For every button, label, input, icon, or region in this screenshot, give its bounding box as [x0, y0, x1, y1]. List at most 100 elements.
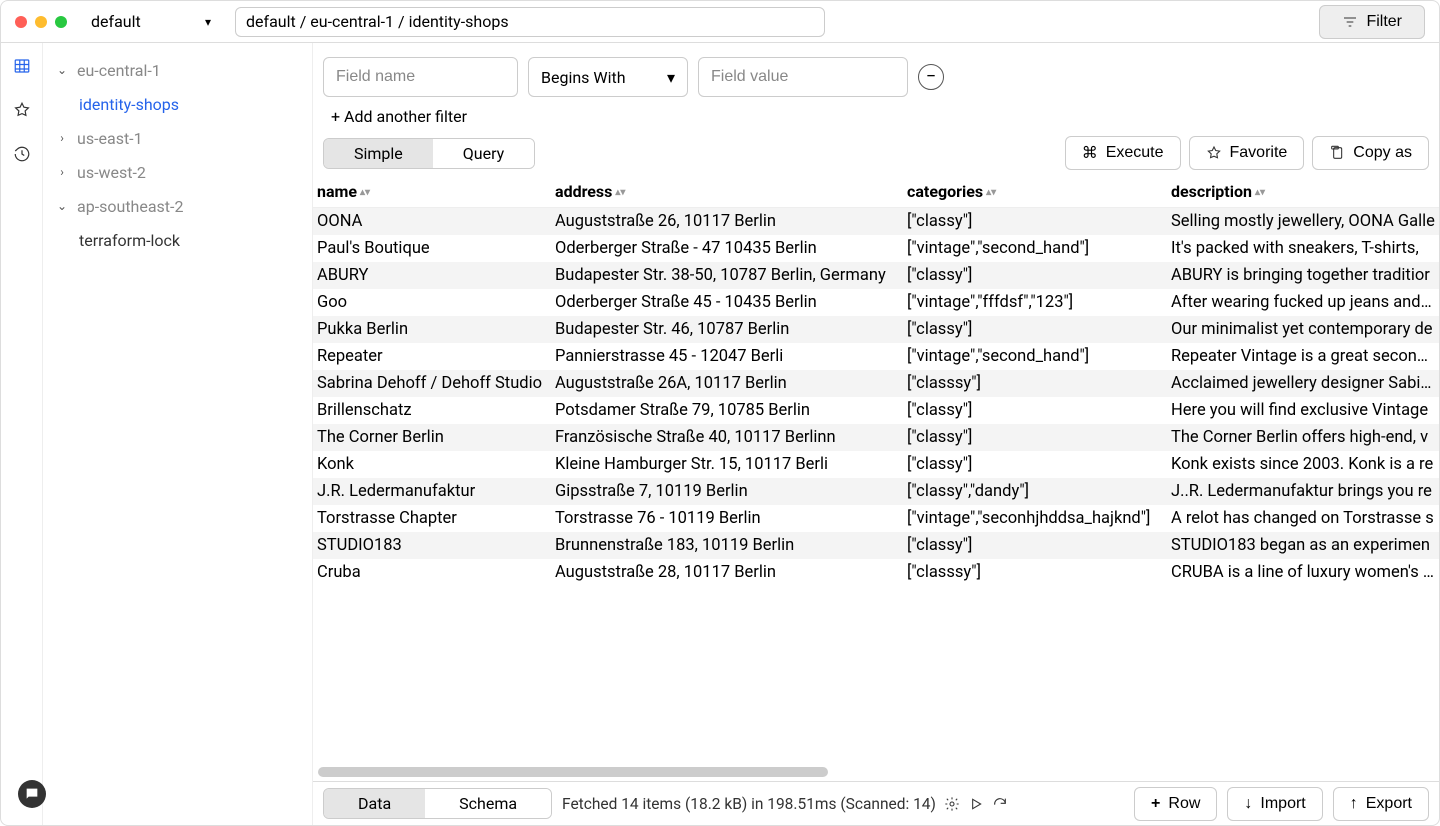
close-window-button[interactable]: [15, 16, 27, 28]
breadcrumb-input[interactable]: default / eu-central-1 / identity-shops: [235, 7, 825, 37]
export-button[interactable]: ↑ Export: [1333, 787, 1429, 821]
tables-tab-icon[interactable]: [13, 57, 31, 79]
filter-icon: [1342, 14, 1358, 30]
status-text: Fetched 14 items (18.2 kB) in 198.51ms (…: [562, 795, 1008, 813]
add-filter-button[interactable]: + Add another filter: [313, 101, 1439, 136]
cell-name: Goo: [313, 289, 551, 316]
sort-icon: ▴▾: [360, 190, 370, 195]
table-row[interactable]: Pukka BerlinBudapester Str. 46, 10787 Be…: [313, 316, 1439, 343]
favorite-button[interactable]: Favorite: [1189, 136, 1305, 170]
add-row-button[interactable]: + Row: [1134, 787, 1217, 821]
col-header-address[interactable]: address▴▾: [551, 176, 903, 208]
filter-field-value-input[interactable]: [698, 57, 908, 97]
cell-categories: ["vintage","seconhjhddsa_hajknd"]: [903, 505, 1167, 532]
cell-name: Torstrasse Chapter: [313, 505, 551, 532]
cell-description: Konk exists since 2003. Konk is a re: [1167, 451, 1439, 478]
refresh-icon[interactable]: [992, 796, 1008, 812]
cell-name: Cruba: [313, 559, 551, 586]
filter-button-label: Filter: [1366, 13, 1402, 31]
seg-data[interactable]: Data: [324, 789, 425, 818]
download-icon: ↓: [1244, 795, 1252, 813]
cell-categories: ["classy"]: [903, 208, 1167, 236]
table-row[interactable]: GooOderberger Straße 45 - 10435 Berlin["…: [313, 289, 1439, 316]
sidebar-item-label: eu-central-1: [77, 61, 161, 80]
breadcrumb-text: default / eu-central-1 / identity-shops: [246, 12, 509, 31]
sidebar-item-ap-southeast-2[interactable]: ⌄ ap-southeast-2: [43, 189, 312, 223]
cell-address: Budapester Str. 46, 10787 Berlin: [551, 316, 903, 343]
minimize-window-button[interactable]: [35, 16, 47, 28]
titlebar: default ▾ default / eu-central-1 / ident…: [1, 1, 1439, 43]
table-row[interactable]: ABURYBudapester Str. 38-50, 10787 Berlin…: [313, 262, 1439, 289]
settings-icon[interactable]: [944, 796, 960, 812]
copy-as-button[interactable]: Copy as: [1312, 136, 1429, 170]
sidebar-item-us-east-1[interactable]: › us-east-1: [43, 121, 312, 155]
sidebar-item-label: us-west-2: [77, 163, 146, 182]
table-row[interactable]: Paul's BoutiqueOderberger Straße - 47 10…: [313, 235, 1439, 262]
cell-address: Französische Straße 40, 10117 Berlinn: [551, 424, 903, 451]
horizontal-scrollbar[interactable]: [318, 767, 1434, 777]
cell-categories: ["classy","dandy"]: [903, 478, 1167, 505]
cell-categories: ["vintage","second_hand"]: [903, 235, 1167, 262]
sidebar: ⌄ eu-central-1 identity-shops › us-east-…: [43, 43, 313, 825]
table-row[interactable]: KonkKleine Hamburger Str. 15, 10117 Berl…: [313, 451, 1439, 478]
cell-description: A relot has changed on Torstrasse s: [1167, 505, 1439, 532]
cell-address: Oderberger Straße 45 - 10435 Berlin: [551, 289, 903, 316]
cell-description: Our minimalist yet contemporary de: [1167, 316, 1439, 343]
cell-name: ABURY: [313, 262, 551, 289]
sidebar-item-eu-central-1[interactable]: ⌄ eu-central-1: [43, 53, 312, 87]
favorites-tab-icon[interactable]: [13, 101, 31, 123]
import-button[interactable]: ↓ Import: [1227, 787, 1322, 821]
table-row[interactable]: The Corner BerlinFranzösische Straße 40,…: [313, 424, 1439, 451]
cell-name: The Corner Berlin: [313, 424, 551, 451]
table-row[interactable]: J.R. LedermanufakturGipsstraße 7, 10119 …: [313, 478, 1439, 505]
chevron-down-icon: ▾: [667, 68, 675, 87]
filter-field-name-input[interactable]: [323, 57, 518, 97]
statusbar: Data Schema Fetched 14 items (18.2 kB) i…: [313, 781, 1439, 825]
sidebar-item-label: ap-southeast-2: [77, 197, 183, 216]
seg-schema[interactable]: Schema: [425, 789, 551, 818]
col-header-categories[interactable]: categories▴▾: [903, 176, 1167, 208]
seg-simple[interactable]: Simple: [324, 139, 433, 168]
cell-address: Auguststraße 26, 10117 Berlin: [551, 208, 903, 236]
cell-name: Paul's Boutique: [313, 235, 551, 262]
table-row[interactable]: BrillenschatzPotsdamer Straße 79, 10785 …: [313, 397, 1439, 424]
sidebar-item-identity-shops[interactable]: identity-shops: [43, 87, 312, 121]
table-row[interactable]: STUDIO183Brunnenstraße 183, 10119 Berlin…: [313, 532, 1439, 559]
cell-categories: ["vintage","second_hand"]: [903, 343, 1167, 370]
table-row[interactable]: CrubaAuguststraße 28, 10117 Berlin["clas…: [313, 559, 1439, 586]
profile-name: default: [91, 12, 141, 31]
chevron-down-icon: ▾: [205, 15, 211, 29]
cell-categories: ["classy"]: [903, 397, 1167, 424]
cell-name: OONA: [313, 208, 551, 236]
cell-description: STUDIO183 began as an experimen: [1167, 532, 1439, 559]
maximize-window-button[interactable]: [55, 16, 67, 28]
table-row[interactable]: OONAAuguststraße 26, 10117 Berlin["class…: [313, 208, 1439, 236]
data-schema-segment: Data Schema: [323, 788, 552, 819]
main-panel: Begins With ▾ − + Add another filter Sim…: [313, 43, 1439, 825]
seg-query[interactable]: Query: [433, 139, 534, 168]
table-row[interactable]: Sabrina Dehoff / Dehoff StudioAuguststra…: [313, 370, 1439, 397]
cell-address: Brunnenstraße 183, 10119 Berlin: [551, 532, 903, 559]
chat-bubble-icon[interactable]: [18, 780, 46, 808]
cell-address: Budapester Str. 38-50, 10787 Berlin, Ger…: [551, 262, 903, 289]
remove-filter-button[interactable]: −: [918, 64, 944, 90]
profile-selector[interactable]: default ▾: [81, 8, 221, 35]
filter-operator-value: Begins With: [541, 68, 626, 87]
history-tab-icon[interactable]: [13, 145, 31, 167]
table-row[interactable]: RepeaterPannierstrasse 45 - 12047 Berli[…: [313, 343, 1439, 370]
sidebar-item-terraform-lock[interactable]: terraform-lock: [43, 223, 312, 257]
filter-operator-select[interactable]: Begins With ▾: [528, 57, 688, 97]
cell-description: Acclaimed jewellery designer Sabina: [1167, 370, 1439, 397]
col-header-name[interactable]: name▴▾: [313, 176, 551, 208]
execute-button[interactable]: ⌘ Execute: [1065, 136, 1181, 170]
filter-button[interactable]: Filter: [1319, 5, 1425, 39]
cell-description: CRUBA is a line of luxury women's w: [1167, 559, 1439, 586]
col-header-description[interactable]: description▴▾: [1167, 176, 1439, 208]
scrollbar-thumb[interactable]: [318, 767, 828, 777]
filter-row: Begins With ▾ −: [313, 43, 1439, 101]
chevron-right-icon: ›: [55, 165, 69, 179]
upload-icon: ↑: [1350, 795, 1358, 813]
play-icon[interactable]: [968, 796, 984, 812]
table-row[interactable]: Torstrasse ChapterTorstrasse 76 - 10119 …: [313, 505, 1439, 532]
sidebar-item-us-west-2[interactable]: › us-west-2: [43, 155, 312, 189]
